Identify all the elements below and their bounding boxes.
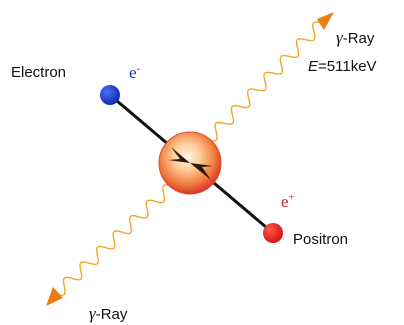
- gamma-ray-arrow-bottom: [46, 287, 63, 306]
- electron-particle: [100, 85, 120, 105]
- positron-arrow-icon: [190, 163, 213, 180]
- gamma-ray-label-top: γ-Ray: [336, 28, 375, 47]
- energy-label: E=511keV: [308, 58, 377, 75]
- positron-symbol: e+: [281, 191, 295, 211]
- gamma-ray-label-bottom: γ-Ray: [89, 304, 128, 323]
- gamma-ray-wave-bottom: [55, 184, 173, 296]
- positron-label: Positron: [293, 231, 349, 248]
- gamma-ray-wave-top: [207, 21, 323, 142]
- gamma-ray-arrow-top: [317, 12, 334, 30]
- electron-arrow-icon: [168, 147, 190, 163]
- positron-particle: [263, 223, 283, 243]
- electron-label: Electron: [11, 64, 67, 81]
- electron-symbol: e-: [129, 62, 141, 82]
